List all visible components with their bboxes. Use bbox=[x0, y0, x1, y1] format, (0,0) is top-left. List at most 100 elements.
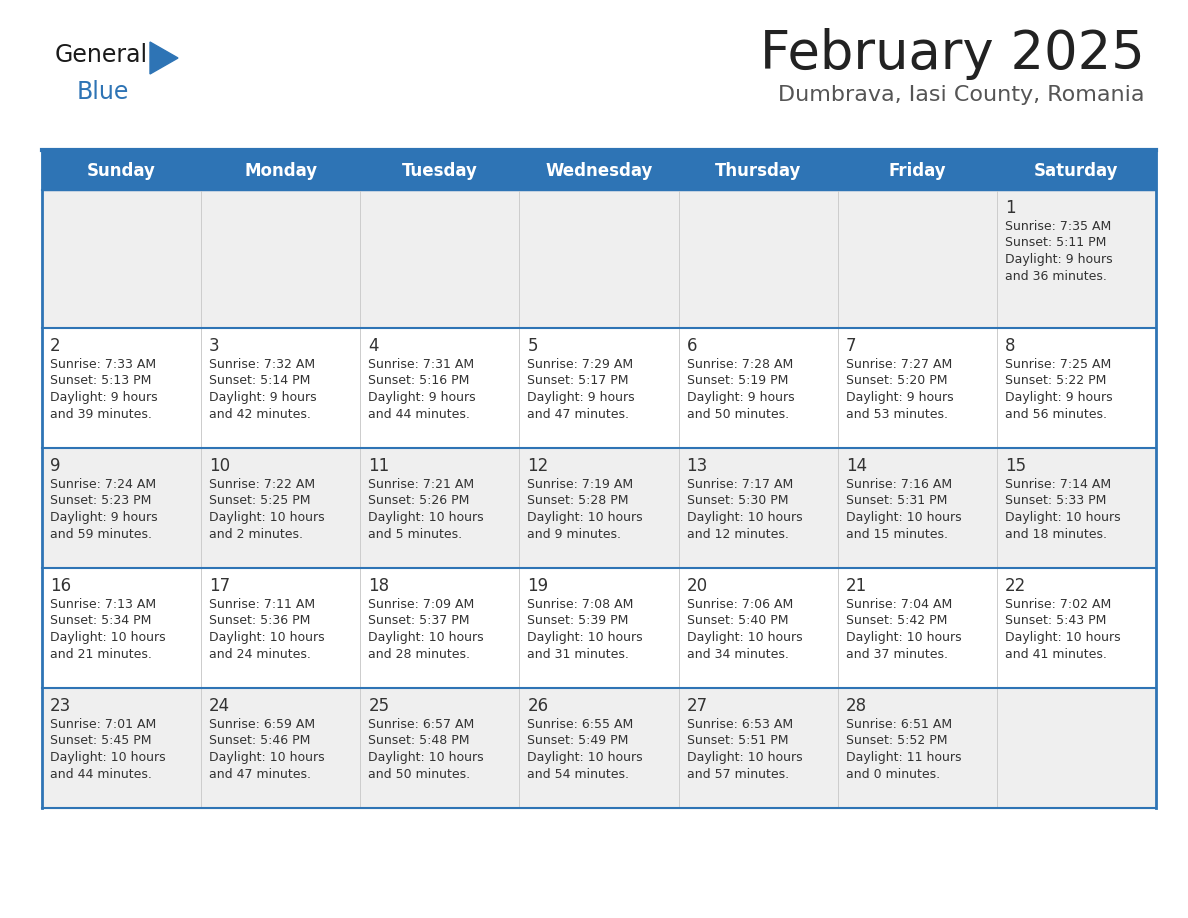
Text: Daylight: 9 hours: Daylight: 9 hours bbox=[687, 391, 795, 404]
Text: 18: 18 bbox=[368, 577, 390, 595]
Text: Sunset: 5:33 PM: Sunset: 5:33 PM bbox=[1005, 495, 1106, 508]
Text: Sunset: 5:25 PM: Sunset: 5:25 PM bbox=[209, 495, 310, 508]
Text: 25: 25 bbox=[368, 697, 390, 715]
Text: and 31 minutes.: and 31 minutes. bbox=[527, 647, 630, 660]
Text: and 53 minutes.: and 53 minutes. bbox=[846, 408, 948, 420]
Text: and 28 minutes.: and 28 minutes. bbox=[368, 647, 470, 660]
Text: Sunrise: 7:09 AM: Sunrise: 7:09 AM bbox=[368, 598, 474, 611]
Text: 23: 23 bbox=[50, 697, 71, 715]
Text: and 24 minutes.: and 24 minutes. bbox=[209, 647, 311, 660]
Text: Sunset: 5:13 PM: Sunset: 5:13 PM bbox=[50, 375, 151, 387]
Bar bbox=[42, 568, 1156, 688]
Text: Daylight: 10 hours: Daylight: 10 hours bbox=[846, 511, 961, 524]
Text: Sunrise: 6:55 AM: Sunrise: 6:55 AM bbox=[527, 718, 633, 731]
Text: and 47 minutes.: and 47 minutes. bbox=[527, 408, 630, 420]
Text: and 12 minutes.: and 12 minutes. bbox=[687, 528, 789, 541]
Text: Daylight: 10 hours: Daylight: 10 hours bbox=[687, 511, 802, 524]
Text: Sunset: 5:30 PM: Sunset: 5:30 PM bbox=[687, 495, 788, 508]
Text: 21: 21 bbox=[846, 577, 867, 595]
Text: Sunday: Sunday bbox=[87, 162, 156, 180]
Text: and 5 minutes.: and 5 minutes. bbox=[368, 528, 462, 541]
Text: 8: 8 bbox=[1005, 337, 1016, 355]
Text: Daylight: 10 hours: Daylight: 10 hours bbox=[209, 751, 324, 764]
Text: and 54 minutes.: and 54 minutes. bbox=[527, 767, 630, 780]
Text: 5: 5 bbox=[527, 337, 538, 355]
Text: Sunrise: 7:16 AM: Sunrise: 7:16 AM bbox=[846, 478, 952, 491]
Text: and 50 minutes.: and 50 minutes. bbox=[687, 408, 789, 420]
Text: Sunset: 5:39 PM: Sunset: 5:39 PM bbox=[527, 614, 628, 628]
Text: 28: 28 bbox=[846, 697, 867, 715]
Text: General: General bbox=[55, 43, 148, 67]
Text: Sunrise: 7:21 AM: Sunrise: 7:21 AM bbox=[368, 478, 474, 491]
Text: Sunrise: 7:17 AM: Sunrise: 7:17 AM bbox=[687, 478, 792, 491]
Text: and 34 minutes.: and 34 minutes. bbox=[687, 647, 789, 660]
Text: and 57 minutes.: and 57 minutes. bbox=[687, 767, 789, 780]
Text: Sunrise: 7:06 AM: Sunrise: 7:06 AM bbox=[687, 598, 792, 611]
Text: Daylight: 10 hours: Daylight: 10 hours bbox=[368, 631, 484, 644]
Text: 2: 2 bbox=[50, 337, 61, 355]
Text: Sunset: 5:17 PM: Sunset: 5:17 PM bbox=[527, 375, 628, 387]
Text: Sunset: 5:43 PM: Sunset: 5:43 PM bbox=[1005, 614, 1106, 628]
Text: and 21 minutes.: and 21 minutes. bbox=[50, 647, 152, 660]
Bar bbox=[42, 152, 1156, 190]
Text: Sunrise: 7:04 AM: Sunrise: 7:04 AM bbox=[846, 598, 952, 611]
Text: Sunrise: 7:22 AM: Sunrise: 7:22 AM bbox=[209, 478, 315, 491]
Text: Daylight: 9 hours: Daylight: 9 hours bbox=[368, 391, 476, 404]
Text: Sunrise: 7:08 AM: Sunrise: 7:08 AM bbox=[527, 598, 634, 611]
Text: Daylight: 9 hours: Daylight: 9 hours bbox=[846, 391, 953, 404]
Text: Sunrise: 7:28 AM: Sunrise: 7:28 AM bbox=[687, 358, 792, 371]
Text: Dumbrava, Iasi County, Romania: Dumbrava, Iasi County, Romania bbox=[778, 85, 1145, 105]
Text: 19: 19 bbox=[527, 577, 549, 595]
Text: 20: 20 bbox=[687, 577, 708, 595]
Text: Tuesday: Tuesday bbox=[402, 162, 478, 180]
Text: Sunset: 5:22 PM: Sunset: 5:22 PM bbox=[1005, 375, 1106, 387]
Text: 17: 17 bbox=[209, 577, 230, 595]
Text: Sunset: 5:14 PM: Sunset: 5:14 PM bbox=[209, 375, 310, 387]
Text: and 44 minutes.: and 44 minutes. bbox=[50, 767, 152, 780]
Text: Daylight: 11 hours: Daylight: 11 hours bbox=[846, 751, 961, 764]
Text: Sunset: 5:45 PM: Sunset: 5:45 PM bbox=[50, 734, 152, 747]
Text: 16: 16 bbox=[50, 577, 71, 595]
Text: Sunrise: 7:01 AM: Sunrise: 7:01 AM bbox=[50, 718, 157, 731]
Text: Sunset: 5:23 PM: Sunset: 5:23 PM bbox=[50, 495, 151, 508]
Bar bbox=[42, 688, 1156, 808]
Text: 14: 14 bbox=[846, 457, 867, 475]
Text: Sunrise: 7:02 AM: Sunrise: 7:02 AM bbox=[1005, 598, 1111, 611]
Text: Daylight: 9 hours: Daylight: 9 hours bbox=[527, 391, 636, 404]
Text: Sunrise: 7:13 AM: Sunrise: 7:13 AM bbox=[50, 598, 156, 611]
Text: 22: 22 bbox=[1005, 577, 1026, 595]
Text: February 2025: February 2025 bbox=[760, 28, 1145, 80]
Text: and 47 minutes.: and 47 minutes. bbox=[209, 767, 311, 780]
Text: and 0 minutes.: and 0 minutes. bbox=[846, 767, 940, 780]
Text: Thursday: Thursday bbox=[715, 162, 802, 180]
Text: Sunset: 5:19 PM: Sunset: 5:19 PM bbox=[687, 375, 788, 387]
Text: 3: 3 bbox=[209, 337, 220, 355]
Text: Sunset: 5:37 PM: Sunset: 5:37 PM bbox=[368, 614, 469, 628]
Polygon shape bbox=[150, 42, 178, 74]
Text: Daylight: 9 hours: Daylight: 9 hours bbox=[1005, 253, 1112, 266]
Text: 26: 26 bbox=[527, 697, 549, 715]
Text: Sunrise: 7:14 AM: Sunrise: 7:14 AM bbox=[1005, 478, 1111, 491]
Text: Wednesday: Wednesday bbox=[545, 162, 652, 180]
Text: Sunset: 5:16 PM: Sunset: 5:16 PM bbox=[368, 375, 469, 387]
Text: and 37 minutes.: and 37 minutes. bbox=[846, 647, 948, 660]
Text: Daylight: 10 hours: Daylight: 10 hours bbox=[846, 631, 961, 644]
Text: Sunrise: 7:32 AM: Sunrise: 7:32 AM bbox=[209, 358, 315, 371]
Text: Sunrise: 7:29 AM: Sunrise: 7:29 AM bbox=[527, 358, 633, 371]
Text: Sunset: 5:48 PM: Sunset: 5:48 PM bbox=[368, 734, 469, 747]
Text: Sunrise: 6:57 AM: Sunrise: 6:57 AM bbox=[368, 718, 474, 731]
Text: and 39 minutes.: and 39 minutes. bbox=[50, 408, 152, 420]
Text: Daylight: 10 hours: Daylight: 10 hours bbox=[1005, 511, 1120, 524]
Text: Sunrise: 7:31 AM: Sunrise: 7:31 AM bbox=[368, 358, 474, 371]
Text: 11: 11 bbox=[368, 457, 390, 475]
Text: and 36 minutes.: and 36 minutes. bbox=[1005, 270, 1107, 283]
Text: Daylight: 9 hours: Daylight: 9 hours bbox=[50, 391, 158, 404]
Text: and 15 minutes.: and 15 minutes. bbox=[846, 528, 948, 541]
Text: 1: 1 bbox=[1005, 199, 1016, 217]
Text: Daylight: 10 hours: Daylight: 10 hours bbox=[527, 511, 643, 524]
Text: Sunset: 5:34 PM: Sunset: 5:34 PM bbox=[50, 614, 151, 628]
Text: 6: 6 bbox=[687, 337, 697, 355]
Text: Daylight: 10 hours: Daylight: 10 hours bbox=[368, 511, 484, 524]
Text: Sunset: 5:11 PM: Sunset: 5:11 PM bbox=[1005, 237, 1106, 250]
Text: Daylight: 10 hours: Daylight: 10 hours bbox=[687, 751, 802, 764]
